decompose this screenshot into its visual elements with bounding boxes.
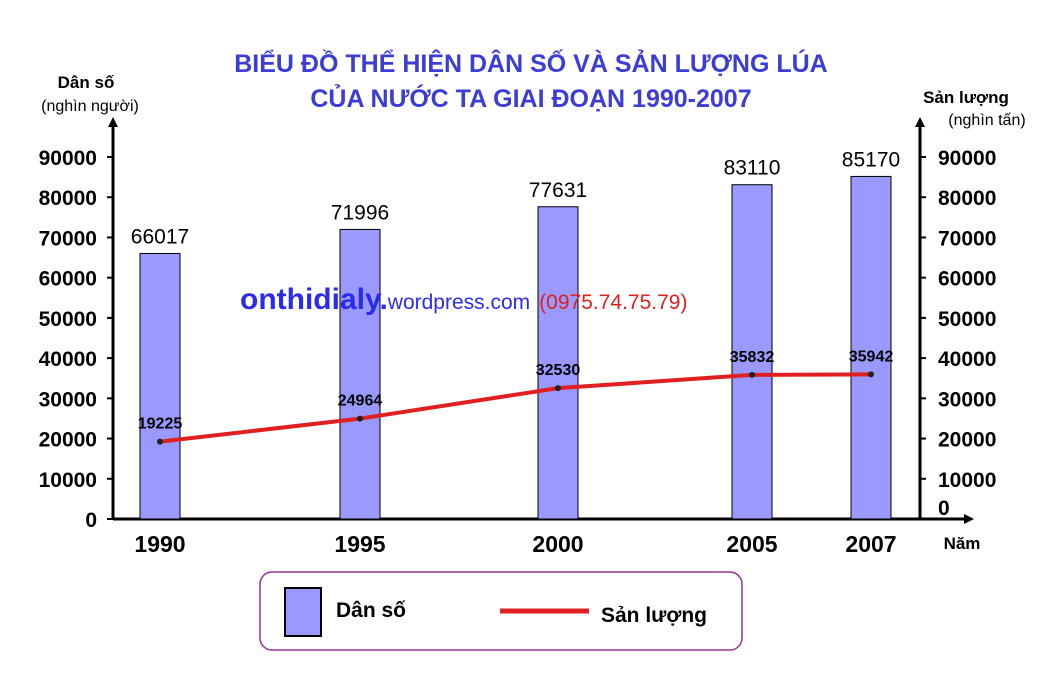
legend-bar-label: Dân số <box>336 599 406 622</box>
bar <box>139 252 181 520</box>
left-axis-tick-label: 10000 <box>39 469 97 492</box>
left-axis-tick-label: 0 <box>85 509 97 532</box>
legend-bar-swatch <box>284 587 322 637</box>
watermark: onthidialy.wordpress.com (0975.74.75.79) <box>240 283 687 316</box>
bar <box>339 228 381 520</box>
line-data-label: 35942 <box>849 348 894 365</box>
right-axis-unit: (nghìn tấn) <box>948 112 1025 129</box>
line-data-label: 24964 <box>338 393 383 410</box>
bar-data-label: 66017 <box>131 225 189 248</box>
left-axis-tick-label: 80000 <box>39 187 97 210</box>
bar-data-label: 77631 <box>529 179 587 202</box>
bar <box>537 206 579 520</box>
line-point <box>868 371 874 378</box>
legend-line-label: Sản lượng <box>601 604 707 627</box>
right-axis-tick-label: 60000 <box>938 268 996 291</box>
line-point <box>357 415 363 422</box>
left-axis-unit: (nghìn người) <box>41 98 139 115</box>
x-axis-tick-label: 1995 <box>334 531 385 557</box>
legend: Dân số Sản lượng <box>259 571 743 651</box>
line-data-label: 32530 <box>536 362 581 379</box>
left-axis-tick-label: 20000 <box>39 429 97 452</box>
left-axis-tick-label: 30000 <box>39 388 97 411</box>
right-axis-tick-label: 0 <box>938 497 950 520</box>
left-axis-tick-label: 50000 <box>39 308 97 331</box>
chart-title-line2: CỦA NƯỚC TA GIAI ĐOẠN 1990-2007 <box>310 83 751 113</box>
line-point <box>749 371 755 378</box>
right-axis-tick-label: 70000 <box>938 227 996 250</box>
right-axis-tick-label: 90000 <box>938 147 996 170</box>
bar-data-label: 85170 <box>842 148 900 171</box>
line-data-label: 35832 <box>730 349 775 366</box>
svg-text:onthidialy.wordpress.com(0975.: onthidialy.wordpress.com (0975.74.75.79) <box>240 283 687 316</box>
watermark-phone: (0975.74.75.79) <box>539 291 687 314</box>
right-axis-title: Sản lượng <box>923 88 1009 107</box>
right-axis-tick-label: 40000 <box>938 348 996 371</box>
bar-data-label: 83110 <box>724 157 781 180</box>
line-data-label: 19225 <box>138 416 183 433</box>
watermark-site-rest: wordpress.com <box>387 291 530 314</box>
x-axis-tick-label: 2005 <box>726 531 777 557</box>
left-axis-tick-label: 90000 <box>39 147 97 170</box>
x-axis-tick-label: 1990 <box>134 531 185 557</box>
x-axis-title: Năm <box>944 534 981 553</box>
chart-title-line1: BIỂU ĐỒ THỂ HIỆN DÂN SỐ VÀ SẢN LƯỢNG LÚA <box>234 48 827 78</box>
right-axis-tick-label: 10000 <box>938 469 996 492</box>
left-axis-title: Dân số <box>58 73 115 92</box>
watermark-site-bold: onthidialy. <box>240 283 388 316</box>
bar-data-label: 71996 <box>331 201 389 224</box>
right-axis-tick-label: 80000 <box>938 187 996 210</box>
line-point <box>157 438 163 445</box>
plot-area: 9000080000700006000050000400003000020000… <box>39 117 996 557</box>
right-axis-tick-label: 30000 <box>938 388 996 411</box>
bar <box>850 175 892 520</box>
line-point <box>555 385 561 392</box>
x-axis-tick-label: 2000 <box>532 531 583 557</box>
left-axis-tick-label: 60000 <box>39 268 97 291</box>
left-axis-tick-label: 70000 <box>39 227 97 250</box>
left-axis-tick-label: 40000 <box>39 348 97 371</box>
right-axis-tick-label: 50000 <box>938 308 996 331</box>
right-axis-tick-label: 20000 <box>938 429 996 452</box>
x-axis-tick-label: 2007 <box>845 531 896 557</box>
bar <box>731 184 773 520</box>
